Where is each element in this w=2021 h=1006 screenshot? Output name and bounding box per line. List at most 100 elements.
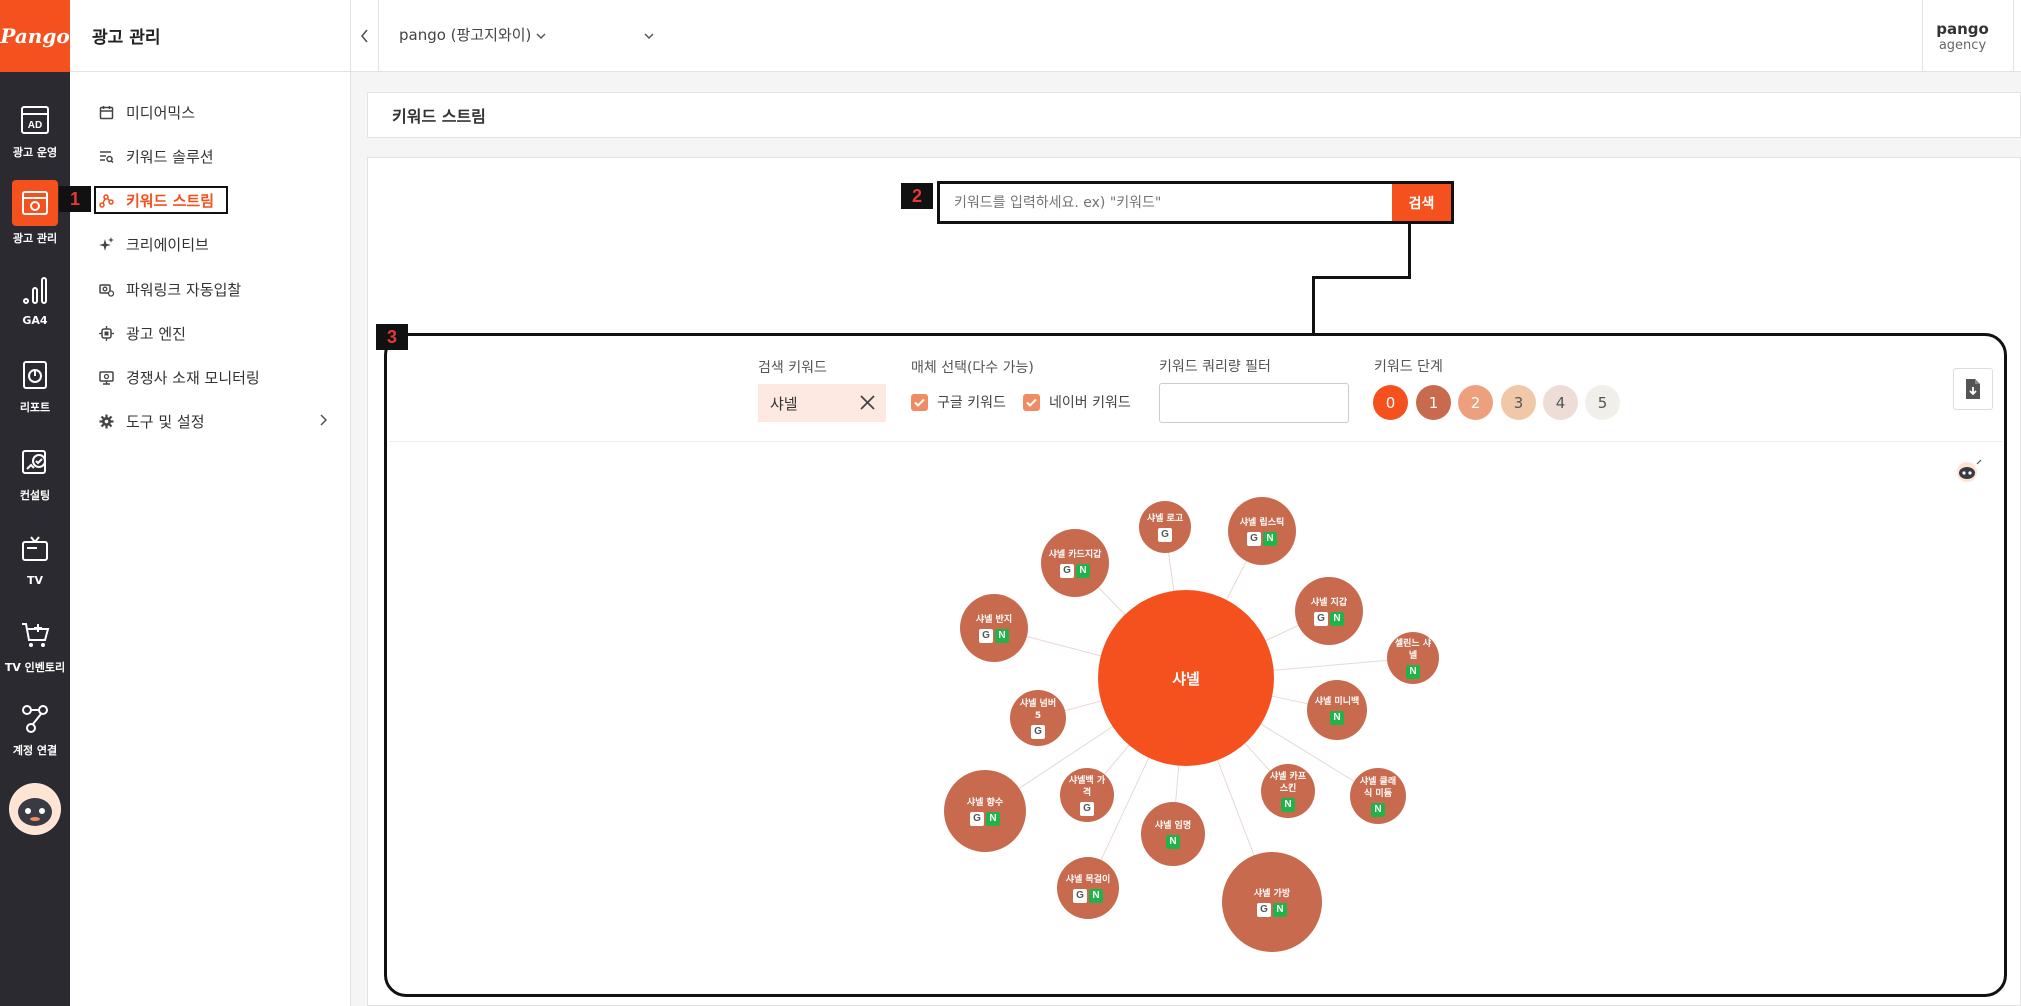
rail-item-ga4[interactable]: GA4 xyxy=(0,270,70,327)
search-button[interactable]: 검색 xyxy=(1392,184,1451,221)
query-filter-input[interactable] xyxy=(1159,383,1349,423)
stage-2-button[interactable]: 2 xyxy=(1458,385,1493,420)
annotation-badge-1: 1 xyxy=(59,186,91,212)
filter-divider xyxy=(390,441,2002,442)
stage-1-button[interactable]: 1 xyxy=(1416,385,1451,420)
mascot-avatar[interactable] xyxy=(9,783,61,835)
keyword-search-input[interactable] xyxy=(940,184,1395,221)
search-keyword-chip: 샤넬 xyxy=(758,384,886,422)
keyword-node[interactable]: 샤넬백 가격 G xyxy=(1060,768,1114,822)
keyword-node-label: 셀린느 샤넬 xyxy=(1394,638,1432,661)
center-keyword-node[interactable]: 샤넬 xyxy=(1098,590,1274,766)
chevron-down-icon xyxy=(644,33,654,40)
naver-keyword-checkbox[interactable]: 네이버 키워드 xyxy=(1023,392,1131,412)
nav-item-powerlink-autobid[interactable]: 파워링크 자동입찰 xyxy=(98,274,241,304)
keyword-node-label: 샤넬 립스틱 xyxy=(1239,517,1285,528)
bar-chart-icon xyxy=(15,270,55,310)
google-icon: G xyxy=(1031,724,1045,739)
keyword-node-label: 샤넬 카프 스킨 xyxy=(1269,771,1307,794)
auto-bid-icon xyxy=(98,281,114,297)
nav-item-creative[interactable]: 크리에이티브 xyxy=(98,229,209,259)
annotation-badge-3: 3 xyxy=(376,324,408,350)
collapse-sidebar-button[interactable] xyxy=(351,0,379,72)
keyword-node-label: 샤넬백 가격 xyxy=(1068,775,1106,798)
chevron-down-icon xyxy=(536,33,546,40)
report-icon xyxy=(15,355,55,395)
media-select-label: 매체 선택(다수 가능) xyxy=(911,360,1034,376)
rail-item-tv-inventory[interactable]: TV 인벤토리 xyxy=(0,615,70,675)
stage-5-button[interactable]: 5 xyxy=(1585,385,1620,420)
connector-line xyxy=(1312,276,1315,334)
subnav-title: 광고 관리 xyxy=(70,0,350,72)
google-icon: G xyxy=(1247,531,1261,546)
keyword-node-label: 샤넬 가방 xyxy=(1253,888,1291,899)
sparkle-icon xyxy=(98,236,114,252)
keyword-node[interactable]: 샤넬 가방 G N xyxy=(1222,852,1322,952)
stage-3-button[interactable]: 3 xyxy=(1501,385,1536,420)
keyword-node-label: 샤넬 목걸이 xyxy=(1065,874,1111,885)
nav-item-keyword-solution[interactable]: 키워드 솔루션 xyxy=(98,141,214,171)
rail-item-tv[interactable]: TV xyxy=(0,530,70,587)
export-button[interactable] xyxy=(1953,368,1993,410)
stream-icon xyxy=(98,192,114,208)
keyword-node[interactable]: 샤넬 로고 G xyxy=(1139,501,1191,553)
keyword-node[interactable]: 샤넬 클래식 미듐 N xyxy=(1350,768,1406,824)
nav-item-competitor-monitoring[interactable]: 경쟁사 소재 모니터링 xyxy=(98,362,260,392)
google-keyword-checkbox[interactable]: 구글 키워드 xyxy=(911,392,1006,412)
keyword-node[interactable]: 샤넬 향수 G N xyxy=(944,770,1026,852)
keyword-search-bar: 검색 xyxy=(937,181,1454,224)
account-selector[interactable]: pango (팡고지와이) xyxy=(399,24,546,45)
keyword-node[interactable]: 샤넬 카드지갑 G N xyxy=(1041,529,1109,597)
rail-item-account-link[interactable]: 계정 연결 xyxy=(0,698,70,758)
dropdown-caret-button[interactable] xyxy=(643,26,655,45)
naver-icon: N xyxy=(1281,797,1295,812)
keyword-node[interactable]: 샤넬 립스틱 G N xyxy=(1228,497,1296,565)
google-icon: G xyxy=(979,628,993,643)
keyword-node[interactable]: 셀린느 샤넬 N xyxy=(1387,632,1439,684)
connector-line xyxy=(1312,276,1411,279)
topbar-divider xyxy=(2013,0,2014,72)
ad-icon: AD xyxy=(15,100,55,140)
naver-icon: N xyxy=(1089,888,1103,903)
close-icon[interactable] xyxy=(859,394,876,415)
keyword-node[interactable]: 샤넬 미니백 N xyxy=(1307,680,1367,740)
agency-label[interactable]: pango agency xyxy=(1922,0,2002,72)
rail-item-ad-operation[interactable]: AD 광고 운영 xyxy=(0,100,70,160)
stage-4-button[interactable]: 4 xyxy=(1543,385,1578,420)
chatbot-icon[interactable] xyxy=(1950,458,1984,488)
cart-icon xyxy=(15,615,55,655)
keyword-node-label: 샤넬 넘버 5 xyxy=(1019,698,1057,721)
pango-logo[interactable]: Pango xyxy=(0,0,70,72)
rail-item-consulting[interactable]: 컨설팅 xyxy=(0,443,70,503)
google-icon: G xyxy=(1314,611,1328,626)
keyword-stage-label: 키워드 단계 xyxy=(1374,359,1443,375)
top-bar: pango (팡고지와이) pango agency xyxy=(351,0,2021,72)
share-icon xyxy=(15,698,55,738)
keyword-node[interactable]: 샤넬 반지 G N xyxy=(960,594,1028,662)
query-filter-label: 키워드 쿼리량 필터 xyxy=(1159,359,1271,375)
checkbox-icon xyxy=(911,393,928,411)
naver-icon: N xyxy=(1166,834,1180,849)
rail-item-ad-management[interactable]: 광고 관리 xyxy=(0,180,70,246)
consulting-icon xyxy=(15,443,55,483)
nav-item-keyword-stream[interactable]: 키워드 스트림 xyxy=(98,185,214,215)
file-download-icon xyxy=(1966,379,1980,399)
keyword-node[interactable]: 샤넬 넘버 5 G xyxy=(1010,690,1066,746)
keyword-node[interactable]: 샤넬 임명 N xyxy=(1141,802,1205,866)
naver-icon: N xyxy=(1263,531,1277,546)
naver-icon: N xyxy=(995,628,1009,643)
nav-item-ad-engine[interactable]: 광고 엔진 xyxy=(98,318,186,348)
keyword-node[interactable]: 샤넬 지갑 G N xyxy=(1295,577,1363,645)
connector-line xyxy=(1408,224,1411,279)
gear-icon xyxy=(98,413,114,429)
google-icon: G xyxy=(1060,563,1074,578)
rail-item-report[interactable]: 리포트 xyxy=(0,355,70,415)
google-icon: G xyxy=(1080,801,1094,816)
keyword-node[interactable]: 샤넬 목걸이 G N xyxy=(1057,857,1119,919)
keyword-node[interactable]: 샤넬 카프 스킨 N xyxy=(1261,764,1315,818)
naver-icon: N xyxy=(986,811,1000,826)
nav-item-media-mix[interactable]: 미디어믹스 xyxy=(98,97,195,127)
tv-icon xyxy=(15,530,55,570)
nav-item-tools-settings[interactable]: 도구 및 설정 xyxy=(98,406,328,436)
stage-0-button[interactable]: 0 xyxy=(1373,385,1408,420)
